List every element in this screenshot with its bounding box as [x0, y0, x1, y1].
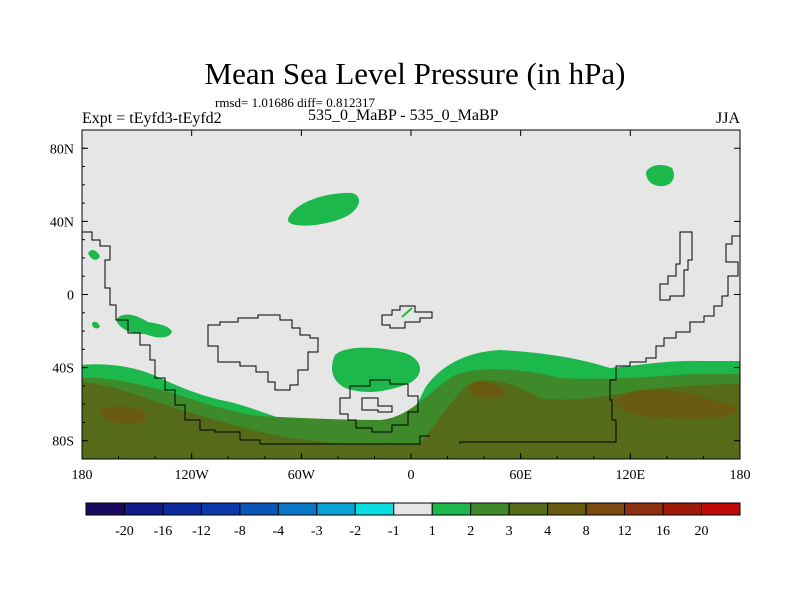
colorbar-label: 3 — [506, 524, 513, 539]
contour-level-1-2-southpacific — [116, 314, 172, 338]
coastline-east-asia — [459, 235, 740, 444]
colorbar-label: -12 — [192, 524, 211, 539]
colorbar-swatch — [239, 502, 279, 516]
case-label: 535_0_MaBP - 535_0_MaBP — [308, 107, 499, 124]
green-streak — [401, 307, 413, 318]
x-tick-label: 60W — [288, 468, 316, 483]
colorbar-swatch — [85, 502, 125, 516]
contour-level-1-2-southatlantic — [332, 347, 420, 392]
colorbar-label: 20 — [695, 524, 709, 539]
colorbar-swatch — [393, 502, 433, 516]
coastline-south-america — [82, 231, 430, 445]
colorbar-swatch — [508, 502, 549, 516]
x-tick-label: 0 — [408, 468, 415, 483]
colorbar-swatch — [624, 502, 664, 516]
colorbar-label: -2 — [349, 524, 361, 539]
contour-level-4-8-indian — [615, 390, 740, 419]
x-tick-label: 60E — [509, 468, 532, 483]
y-tick-label: 40S — [52, 362, 74, 377]
y-tick-label: 0 — [67, 289, 74, 304]
x-tick-label: 120W — [175, 468, 210, 483]
coastline-africa — [207, 314, 319, 391]
contour-level-1-2-patch-a — [88, 249, 100, 260]
contour-level-1-2-northpacific — [287, 192, 360, 226]
contour-level-4-8-pacific — [100, 406, 146, 424]
colorbar-label: 8 — [583, 524, 590, 539]
y-tick-label: 80S — [52, 435, 74, 450]
colorbar-swatch — [547, 502, 587, 516]
colorbar-label: 1 — [429, 524, 436, 539]
colorbar-swatch — [585, 502, 626, 516]
y-tick-label: 40N — [50, 215, 74, 230]
colorbar-swatch — [662, 502, 703, 516]
coastline-north-landmass — [381, 305, 433, 329]
x-tick-label: 180 — [730, 468, 751, 483]
season-label: JJA — [716, 110, 741, 127]
colorbar-label: -16 — [154, 524, 173, 539]
colorbar-label: 4 — [544, 524, 551, 539]
colorbar-label: -4 — [273, 524, 285, 539]
x-tick-label: 180 — [72, 468, 93, 483]
contour-level-4-8-atlantic — [469, 381, 505, 399]
colorbar-swatch — [354, 502, 395, 516]
contour-level-3-4-south — [82, 380, 740, 459]
colorbar-label: -1 — [388, 524, 400, 539]
x-tick-label: 120E — [616, 468, 646, 483]
colorbar-swatch — [470, 502, 510, 516]
coastline-southern-continent — [339, 379, 419, 433]
colorbar-swatch — [316, 502, 356, 516]
axis-layer: 180 120W 60W 0 60E 120E 180 80N 40N 0 40S 80S — [50, 129, 751, 483]
colorbar-label: -8 — [234, 524, 246, 539]
colorbar-swatch — [162, 502, 202, 516]
coastline-northeast-block — [659, 231, 693, 301]
colorbar-label: 16 — [656, 524, 670, 539]
colorbar-label: 12 — [618, 524, 632, 539]
colorbar: -20 -16 -12 -8 -4 -3 -2 -1 1 2 3 4 8 12 16 20 — [85, 502, 741, 539]
chart-title: Mean Sea Level Pressure (in hPa) — [204, 56, 626, 91]
colorbar-swatch — [277, 502, 318, 516]
colorbar-label: -20 — [115, 524, 134, 539]
colorbar-swatch — [200, 502, 241, 516]
colorbar-swatch — [701, 502, 741, 516]
colorbar-label: 2 — [467, 524, 474, 539]
colorbar-label: -3 — [311, 524, 323, 539]
contour-fields — [82, 164, 740, 459]
coastlines — [82, 231, 740, 445]
stats-label: rmsd= 1.01686 diff= 0.812317 — [215, 95, 375, 110]
contour-level-1-2-arctic — [646, 164, 674, 187]
experiment-label: Expt = tEyfd3-tEyfd2 — [82, 110, 222, 127]
colorbar-swatch — [123, 502, 164, 516]
y-tick-label: 80N — [50, 142, 74, 157]
colorbar-swatch — [431, 502, 472, 516]
coastline-inner-bay — [361, 397, 393, 413]
contour-level-1-2-patch-b — [92, 321, 100, 329]
